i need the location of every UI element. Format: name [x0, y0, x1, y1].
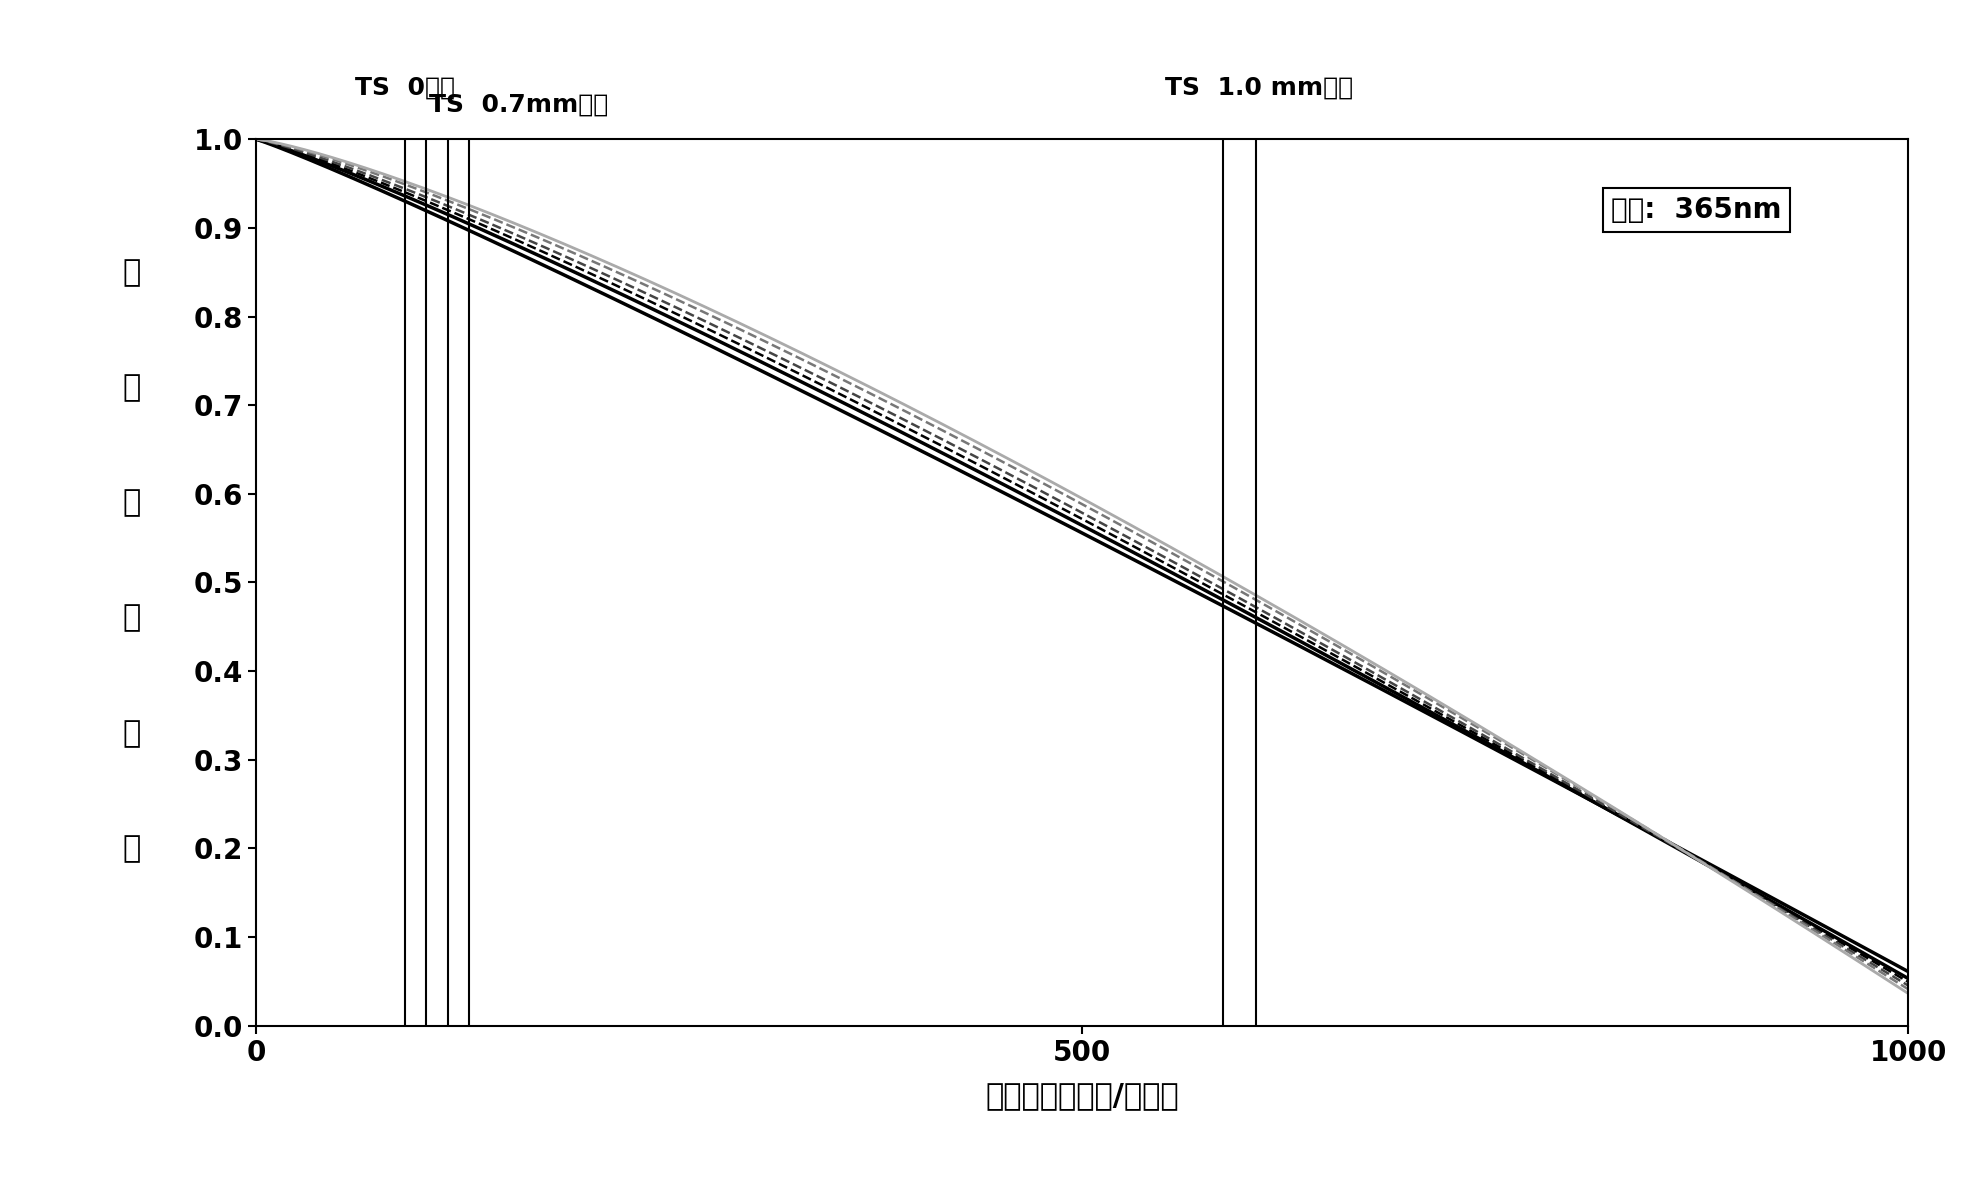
Text: TS  0视场: TS 0视场 [355, 76, 455, 99]
Text: 递: 递 [124, 604, 141, 632]
X-axis label: 空间频率（线对/毫米）: 空间频率（线对/毫米） [985, 1081, 1179, 1109]
Text: 传: 传 [124, 488, 141, 517]
Text: 函: 函 [124, 719, 141, 747]
Text: TS  1.0 mm视场: TS 1.0 mm视场 [1165, 76, 1354, 99]
Text: 数: 数 [124, 834, 141, 863]
Text: TS  0.7mm视场: TS 0.7mm视场 [430, 94, 608, 117]
Text: 波长:  365nm: 波长: 365nm [1611, 197, 1781, 224]
Text: 制: 制 [124, 373, 141, 401]
Text: 调: 调 [124, 258, 141, 287]
